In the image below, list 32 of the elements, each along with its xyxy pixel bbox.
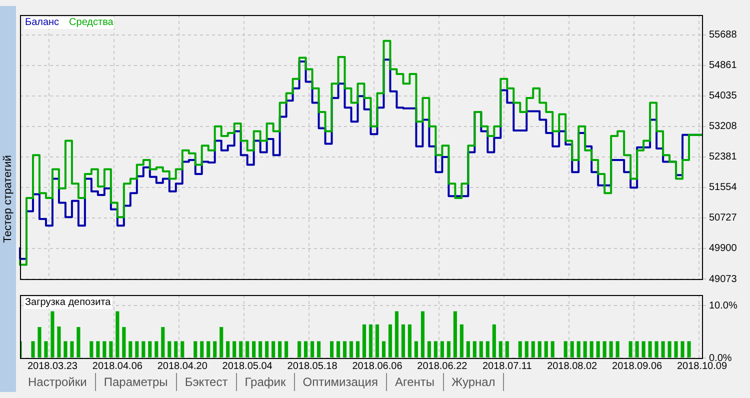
x-tick-label: 2018.06.06 [352,360,403,372]
text: Журнал [444,373,504,391]
chart-title: Загрузка депозита [24,297,112,309]
text: График [236,373,295,391]
y-tick-label: 53208 [709,121,738,132]
x-tick-label: 2018.07.11 [482,360,532,372]
x-tick-label: 2018.04.06 [92,360,143,372]
text: Агенты [386,373,444,391]
text: Тестер стратегий [2,155,14,243]
y-tick-label: 52381 [709,152,738,163]
text: Оптимизация [294,373,387,391]
x-tick-label: 2018.05.18 [287,360,338,372]
x-tick-label: 2018.03.23 [27,360,78,372]
x-tick-label: 2018.06.22 [417,360,468,372]
y-tick-label: 10.0% [709,300,738,312]
y-tick-label: 54861 [709,60,738,72]
text: Средства [69,17,114,28]
text: Баланс [25,17,60,28]
x-tick-label: 2018.09.06 [612,360,663,372]
x-tick-label: 2018.04.20 [157,360,208,372]
y-tick-label: 55688 [709,30,738,41]
text: Настройки [20,373,96,391]
x-tick-label: 2018.08.02 [547,360,598,372]
y-tick-label: 51554 [709,182,738,194]
y-tick-label: 54035 [709,90,738,102]
y-tick-label: 49900 [709,243,738,254]
x-tick-label: 2018.05.04 [222,360,273,372]
y-tick-label: 49073 [709,274,738,285]
text: Параметры [96,373,177,391]
y-tick-label: 50727 [709,212,738,224]
x-tick-label: 2018.10.09 [676,360,728,372]
text: Бэктест [176,373,237,391]
